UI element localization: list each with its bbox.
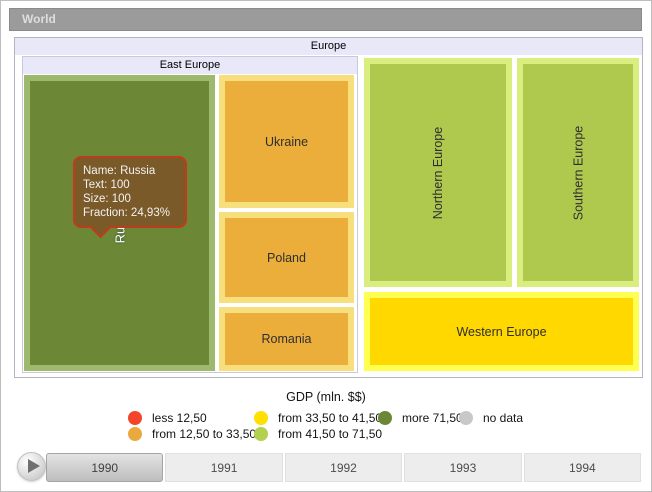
europe-group-header[interactable]: Europe	[15, 38, 642, 55]
breadcrumb-label: World	[22, 12, 56, 26]
tile-western-europe[interactable]: Western Europe	[364, 292, 639, 371]
legend-item-41-71: from 41,50 to 71,50	[254, 426, 382, 441]
tooltip-name-line: Name: Russia	[83, 165, 156, 177]
year-segment-1991[interactable]: 1991	[165, 453, 283, 482]
legend-label-41-71: from 41,50 to 71,50	[278, 426, 383, 441]
legend-item-33-41: from 33,50 to 41,50	[254, 410, 382, 425]
tile-poland[interactable]: Poland	[219, 212, 354, 303]
year-segment-1994[interactable]: 1994	[523, 453, 642, 482]
year-label-1991: 1991	[210, 460, 238, 475]
year-label-1992: 1992	[330, 460, 357, 475]
year-segment-1993[interactable]: 1993	[404, 453, 522, 482]
treemap-panel: Europe East Europe Russia Ukraine Poland…	[14, 37, 643, 378]
legend-label-12-33: from 12,50 to 33,50	[152, 426, 257, 441]
legend-dot-yellow-icon	[254, 410, 268, 425]
tile-romania-label: Romania	[261, 332, 312, 346]
year-label-1994: 1994	[568, 460, 596, 475]
tile-ukraine-label: Ukraine	[264, 134, 309, 149]
legend-item-nodata: no data	[459, 410, 523, 425]
legend-item-less: less 12,50	[128, 410, 207, 425]
year-label-1990: 1990	[91, 460, 119, 475]
east-europe-group-header[interactable]: East Europe	[23, 57, 357, 74]
legend-dot-orange-icon	[128, 426, 142, 441]
year-label-1993: 1993	[449, 460, 477, 475]
year-segment-1990[interactable]: 1990	[46, 453, 164, 482]
legend-label-less: less 12,50	[152, 410, 207, 425]
tile-romania[interactable]: Romania	[219, 307, 354, 371]
play-button[interactable]	[17, 452, 46, 481]
legend-item-more: more 71,50	[378, 410, 463, 425]
legend-dot-gray-icon	[459, 410, 473, 425]
tooltip-fraction-line: Fraction: 24,93%	[83, 207, 170, 219]
breadcrumb-world-bar[interactable]: World	[9, 8, 642, 31]
tile-northern-europe[interactable]: Northern Europe	[364, 58, 512, 287]
tile-southern-europe-label: Southern Europe	[570, 125, 585, 220]
tooltip-size-line: Size: 100	[83, 193, 131, 205]
legend-label-nodata: no data	[483, 410, 524, 425]
tile-northern-europe-label: Northern Europe	[430, 126, 445, 219]
legend-label-more: more 71,50	[402, 410, 463, 425]
legend-dot-darkgreen-icon	[378, 410, 392, 425]
timeline-year-bar: 1990 1991 1992 1993 1994	[46, 453, 642, 482]
play-icon	[28, 459, 40, 473]
tooltip-text-line: Text: 100	[83, 179, 130, 191]
tile-southern-europe[interactable]: Southern Europe	[517, 58, 639, 287]
legend-item-12-33: from 12,50 to 33,50	[128, 426, 256, 441]
tile-ukraine[interactable]: Ukraine	[219, 75, 354, 208]
east-europe-group-label: East Europe	[159, 59, 221, 71]
europe-group-label: Europe	[310, 40, 347, 52]
year-segment-1992[interactable]: 1992	[284, 453, 403, 482]
tile-western-europe-label: Western Europe	[456, 324, 547, 339]
legend-dot-red-icon	[128, 410, 142, 425]
russia-tooltip: Name: Russia Text: 100 Size: 100 Fractio…	[73, 156, 187, 239]
legend-dot-yellowgreen-icon	[254, 426, 268, 441]
legend-title: GDP (mln. $$)	[286, 390, 366, 404]
tile-poland-label: Poland	[267, 250, 306, 265]
legend-label-33-41: from 33,50 to 41,50	[278, 410, 383, 425]
